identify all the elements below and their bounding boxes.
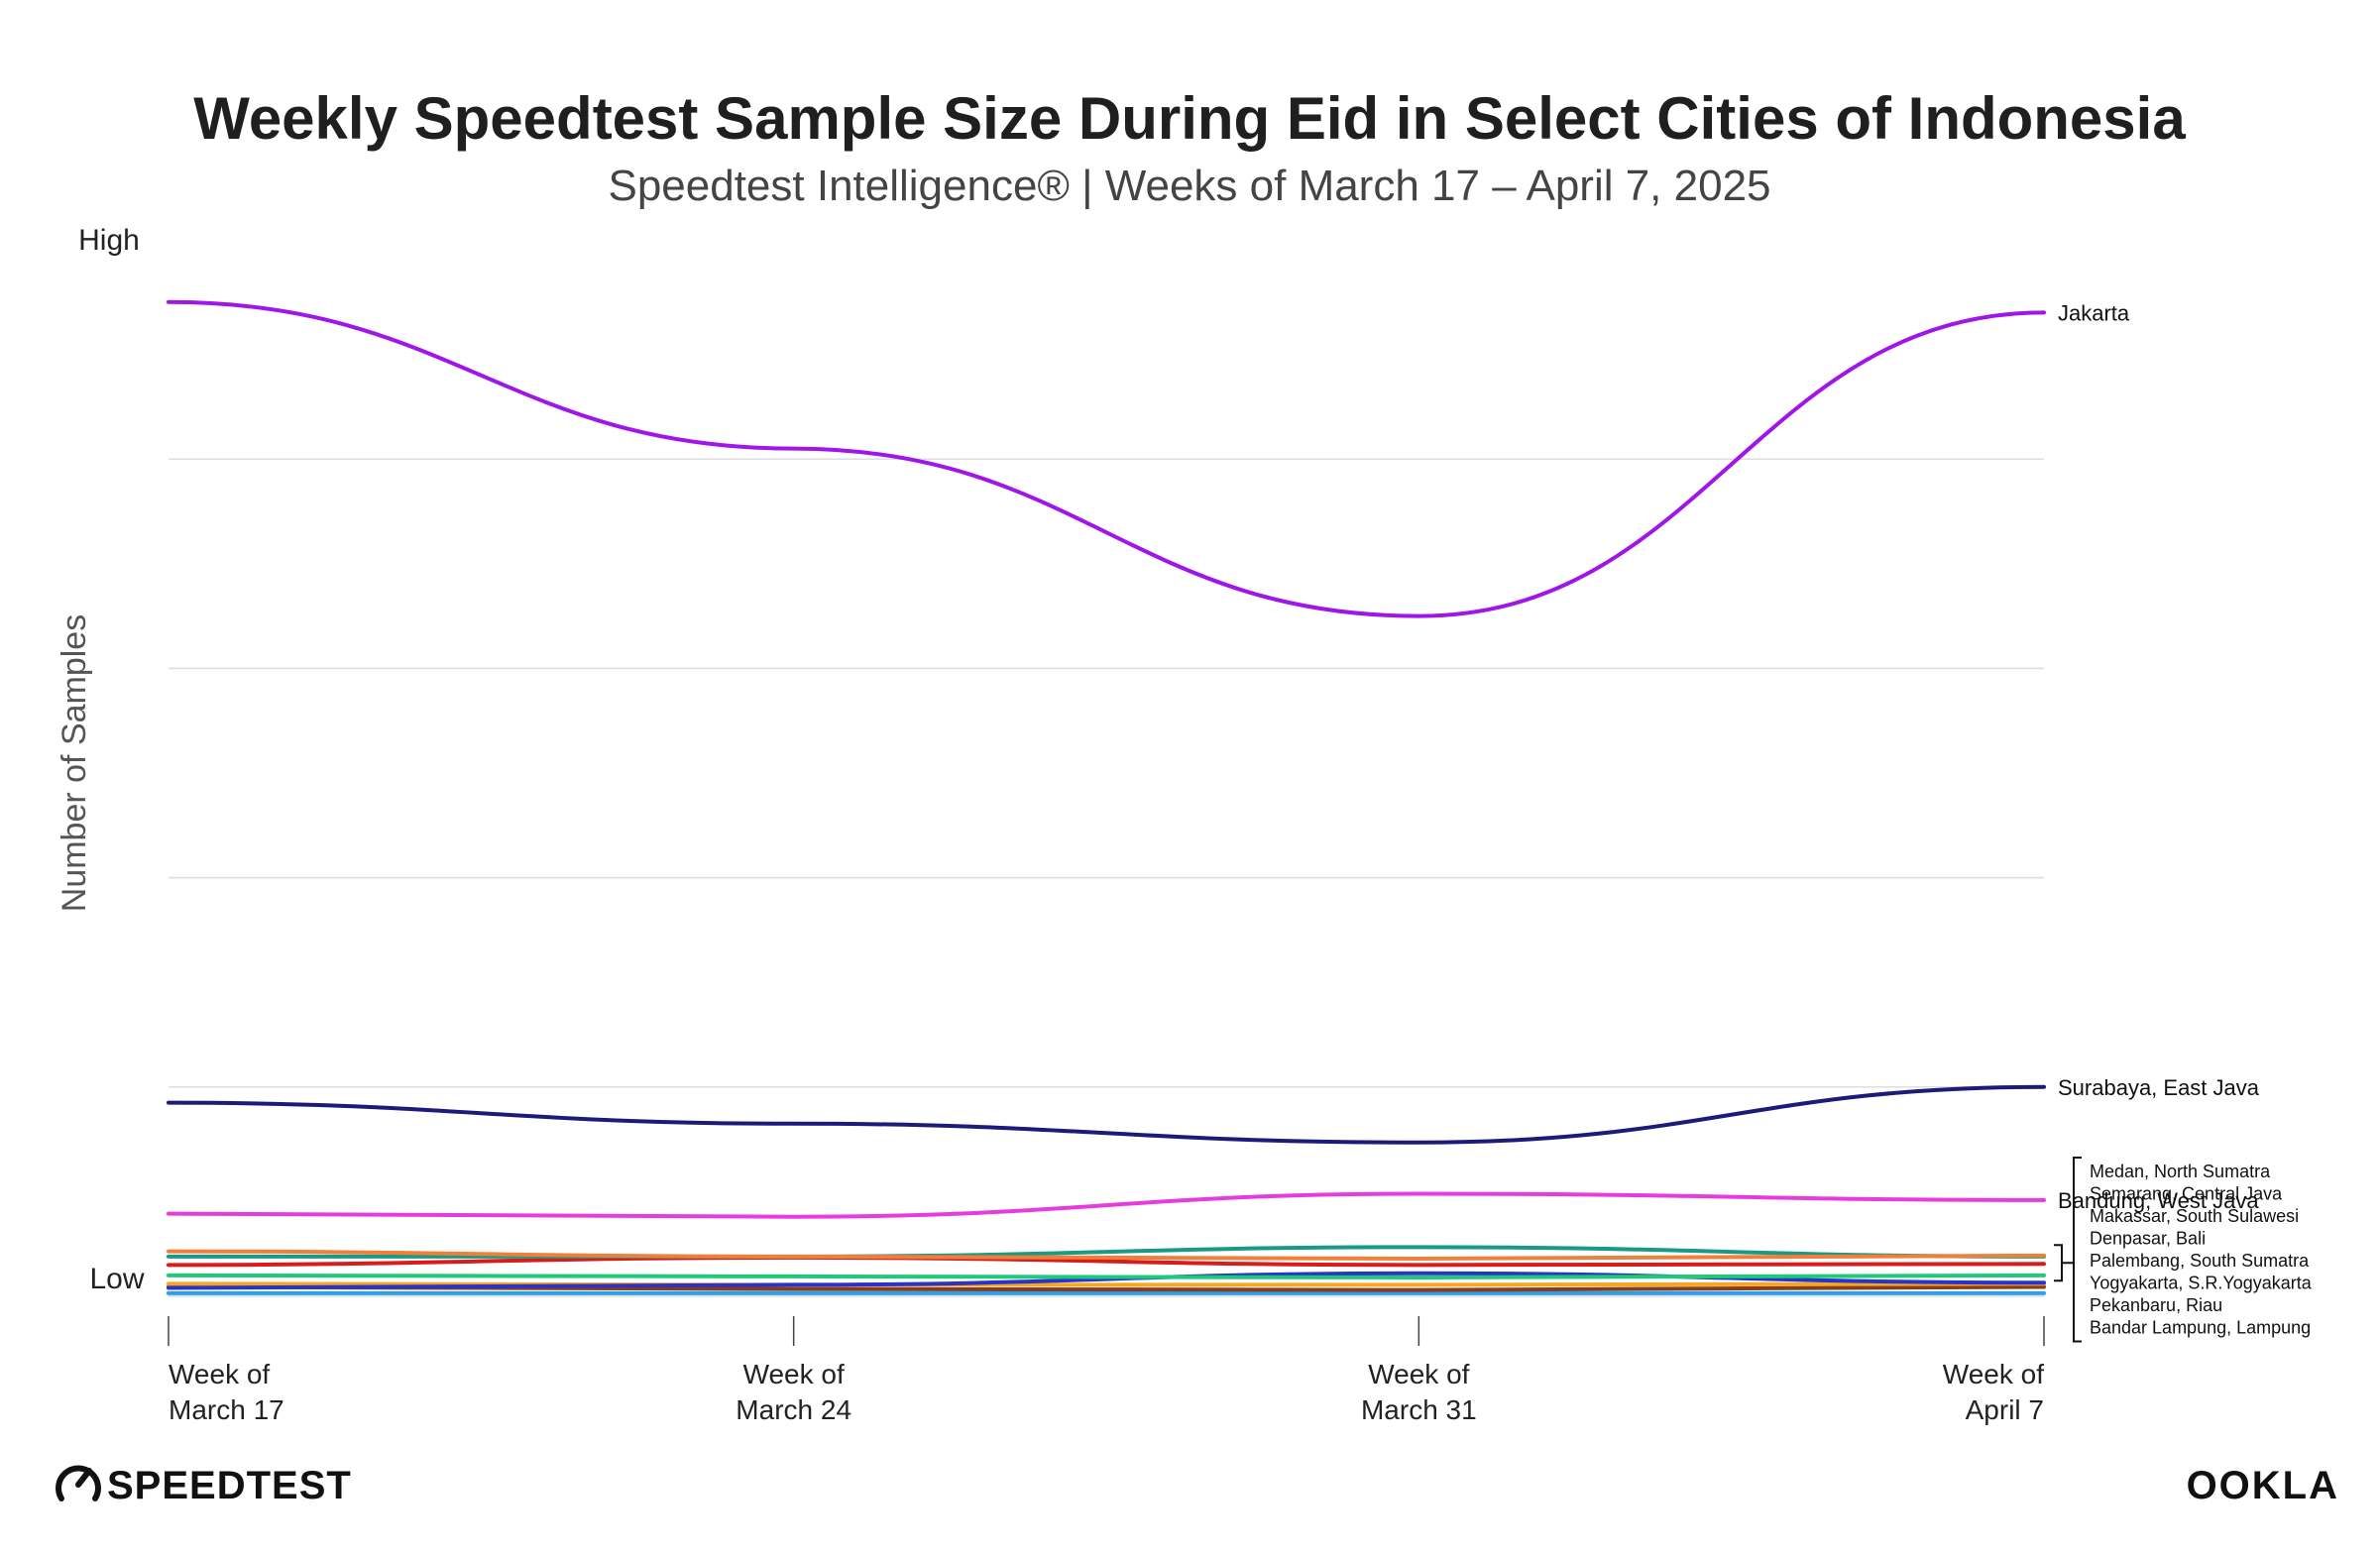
x-tick-label: March 31 (1361, 1394, 1477, 1425)
x-tick-label: March 17 (169, 1394, 284, 1425)
series-label: Bandung, West Java (2058, 1188, 2259, 1213)
x-tick-label: Week of (1943, 1359, 2044, 1389)
x-tick-label: Week of (169, 1359, 270, 1389)
group-bracket (2073, 1157, 2082, 1343)
series-lines (167, 299, 2046, 1295)
speedtest-logo: SPEEDTEST (56, 1464, 352, 1507)
y-axis-title: Number of Samples (56, 614, 93, 912)
chart-title: Weekly Speedtest Sample Size During Eid … (193, 85, 2186, 152)
series-line-makassar-south-sulawesi (167, 1255, 2046, 1268)
x-tick-label: April 7 (1966, 1394, 2044, 1425)
grouped-series-labels: Medan, North Sumatra Semarang, Central Ja… (2054, 1157, 2313, 1343)
series-labels: Jakarta Surabaya, East Java Bandung, West … (2058, 300, 2260, 1212)
group-label: Denpasar, Bali (2090, 1229, 2206, 1249)
group-connector (2054, 1244, 2074, 1282)
series-line-jakarta (167, 299, 2046, 618)
chart-subtitle: Speedtest Intelligence® | Weeks of March… (608, 162, 1770, 210)
x-tick-label: Week of (743, 1359, 845, 1389)
series-line-bandung-west-java (167, 1191, 2046, 1219)
group-label: Medan, North Sumatra (2090, 1162, 2271, 1181)
gridlines (169, 458, 2044, 1297)
group-label: Pekanbaru, Riau (2090, 1295, 2222, 1315)
speedtest-gauge-icon (56, 1465, 101, 1501)
group-label: Makassar, South Sulawesi (2090, 1206, 2299, 1226)
x-axis: Week of March 17 Week of March 24 Week of Mar… (168, 1316, 2045, 1425)
group-label: Yogyakarta, S.R.Yogyakarta (2090, 1274, 2313, 1293)
series-line-surabaya-east-java (167, 1084, 2046, 1145)
series-line-denpasar-bali (167, 1273, 2046, 1279)
ookla-logo: OOKLA (2187, 1464, 2339, 1507)
speedtest-wordmark: SPEEDTEST (107, 1464, 352, 1507)
y-tick-high: High (78, 224, 140, 257)
group-label: Palembang, South Sumatra (2090, 1251, 2310, 1271)
series-label: Surabaya, East Java (2058, 1075, 2260, 1100)
series-line-yogyakarta-s-r-yogyakarta (167, 1281, 2046, 1287)
group-label: Bandar Lampung, Lampung (2090, 1318, 2311, 1338)
series-line-semarang-central-java (167, 1245, 2046, 1259)
x-tick-label: Week of (1368, 1359, 1469, 1389)
x-tick-label: March 24 (736, 1394, 851, 1425)
y-tick-low: Low (89, 1263, 144, 1295)
series-label: Jakarta (2058, 300, 2130, 325)
series-line-medan-north-sumatra (167, 1249, 2046, 1261)
group-label: Semarang, Central Java (2090, 1184, 2283, 1204)
